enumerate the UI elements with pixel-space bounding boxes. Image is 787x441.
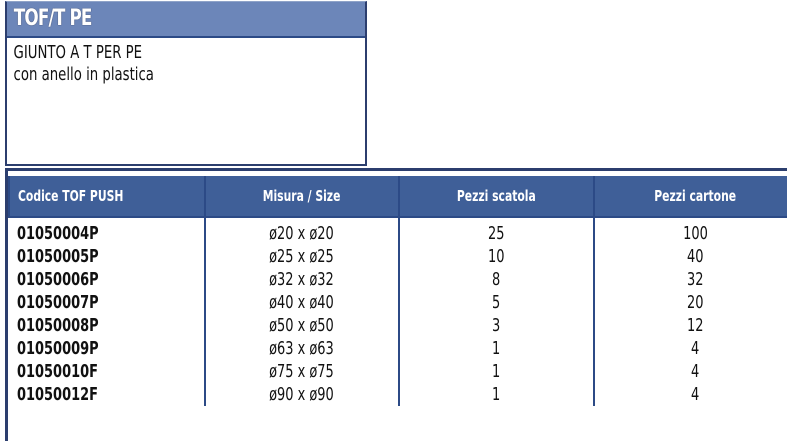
cell-misura: ø40 x ø40 (203, 291, 401, 314)
product-description: GIUNTO A T PER PE con anello in plastica (7, 38, 301, 90)
product-title: TOF/T PE (13, 6, 93, 31)
cell-pezzi-scatola: 5 (398, 291, 595, 314)
cell-pezzi-scatola: 3 (398, 314, 595, 337)
cell-codice: 01050010F (9, 360, 206, 383)
table-row: 01050005P ø25 x ø25 10 40 (9, 245, 787, 268)
cell-codice: 01050009P (9, 337, 206, 360)
cell-pezzi-cartone: 32 (592, 268, 787, 291)
table-row: 01050010F ø75 x ø75 1 4 (9, 360, 787, 383)
header-codice: Codice TOF PUSH (8, 176, 206, 218)
description-line-2: con anello in plastica (13, 64, 154, 85)
cell-misura: ø25 x ø25 (203, 245, 401, 268)
description-line-1: GIUNTO A T PER PE (13, 42, 143, 63)
header-pezzi-scatola: Pezzi scatola (398, 176, 595, 218)
table-row: 01050006P ø32 x ø32 8 32 (9, 268, 787, 291)
cell-pezzi-cartone: 100 (592, 217, 787, 245)
cell-misura: ø63 x ø63 (203, 337, 401, 360)
cell-pezzi-scatola: 1 (398, 383, 595, 406)
cell-codice: 01050008P (9, 314, 206, 337)
product-table: Codice TOF PUSH Misura / Size Pezzi scat… (8, 176, 787, 406)
cell-pezzi-scatola: 1 (398, 337, 595, 360)
cell-pezzi-cartone: 4 (592, 383, 787, 406)
cell-misura: ø50 x ø50 (203, 314, 401, 337)
cell-pezzi-cartone: 40 (592, 245, 787, 268)
cell-misura: ø75 x ø75 (203, 360, 401, 383)
cell-pezzi-scatola: 1 (398, 360, 595, 383)
product-table-box: Codice TOF PUSH Misura / Size Pezzi scat… (5, 168, 787, 441)
cell-codice: 01050012F (9, 383, 206, 406)
product-box: TOF/T PE GIUNTO A T PER PE con anello in… (5, 1, 367, 166)
cell-codice: 01050005P (9, 245, 206, 268)
cell-pezzi-cartone: 4 (592, 360, 787, 383)
cell-codice: 01050006P (9, 268, 206, 291)
header-misura: Misura / Size (203, 176, 401, 218)
table-row: 01050007P ø40 x ø40 5 20 (9, 291, 787, 314)
cell-misura: ø32 x ø32 (203, 268, 401, 291)
cell-pezzi-scatola: 25 (398, 217, 595, 245)
table-row: 01050008P ø50 x ø50 3 12 (9, 314, 787, 337)
cell-codice: 01050004P (9, 217, 206, 245)
table-header-row: Codice TOF PUSH Misura / Size Pezzi scat… (8, 176, 787, 218)
cell-pezzi-scatola: 10 (398, 245, 595, 268)
cell-misura: ø20 x ø20 (203, 217, 401, 245)
table-row: 01050009P ø63 x ø63 1 4 (9, 337, 787, 360)
cell-pezzi-cartone: 4 (592, 337, 787, 360)
cell-misura: ø90 x ø90 (203, 383, 401, 406)
cell-codice: 01050007P (9, 291, 206, 314)
cell-pezzi-cartone: 12 (592, 314, 787, 337)
product-title-bar: TOF/T PE (7, 2, 365, 38)
header-pezzi-cartone: Pezzi cartone (592, 176, 787, 218)
table-row: 01050012F ø90 x ø90 1 4 (9, 383, 787, 406)
cell-pezzi-scatola: 8 (398, 268, 595, 291)
table-row: 01050004P ø20 x ø20 25 100 (9, 217, 787, 245)
cell-pezzi-cartone: 20 (592, 291, 787, 314)
